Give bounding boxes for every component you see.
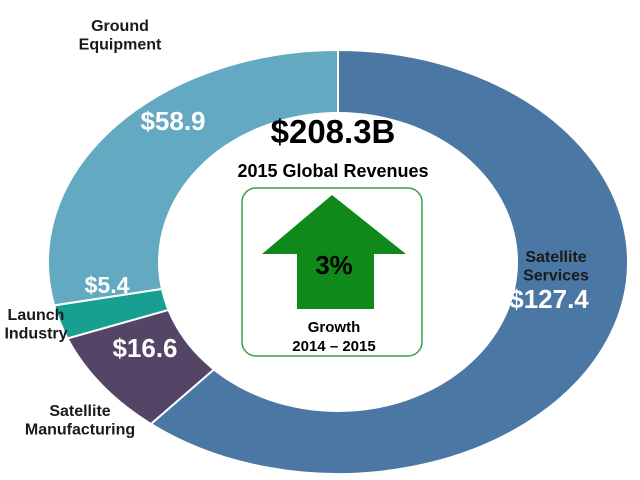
value-label-satellite-manufacturing: $16.6 (112, 333, 177, 363)
value-label-satellite-services: $127.4 (509, 284, 589, 314)
segment-value-labels: $127.4 $16.6 $5.4 $58.9 (85, 106, 590, 363)
value-label-launch-industry: $5.4 (85, 272, 130, 298)
name-label-launch-industry: Launch Industry (4, 307, 67, 342)
segment-name-labels: Satellite Services Satellite Manufacturing L… (4, 18, 589, 438)
growth-up-arrow-icon (262, 195, 406, 309)
growth-period: 2014 – 2015 (292, 338, 375, 355)
value-label-ground-equipment: $58.9 (140, 106, 205, 136)
total-revenue: $208.3B (271, 113, 396, 150)
growth-percent: 3% (315, 250, 353, 280)
growth-box: 3% Growth 2014 – 2015 (241, 187, 423, 357)
growth-label: Growth (308, 319, 361, 336)
name-label-satellite-manufacturing: Satellite Manufacturing (25, 403, 135, 438)
name-label-ground-equipment: Ground Equipment (79, 18, 162, 53)
name-label-satellite-services: Satellite Services (523, 249, 589, 284)
revenue-subtitle: 2015 Global Revenues (237, 161, 428, 181)
